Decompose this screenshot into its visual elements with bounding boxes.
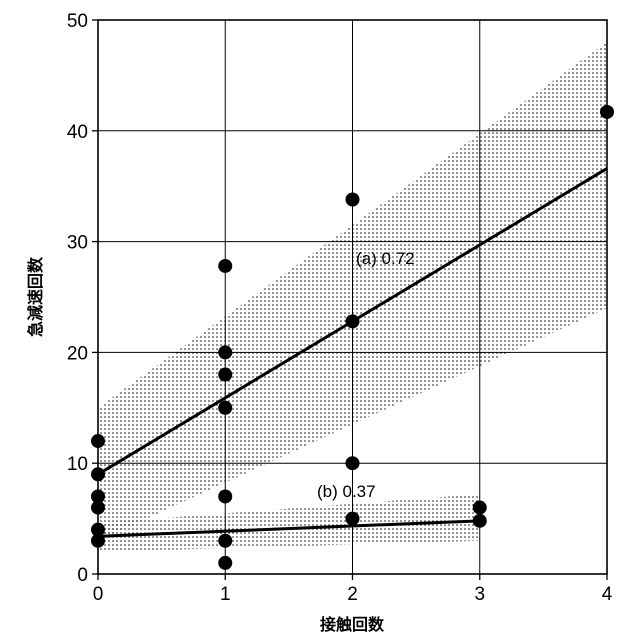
y-axis-label: 急減速回数 — [26, 256, 45, 337]
data-point — [346, 456, 360, 470]
data-point — [218, 259, 232, 273]
y-tick-label: 40 — [67, 122, 88, 143]
data-point — [346, 192, 360, 206]
x-tick-label: 1 — [220, 584, 231, 605]
y-tick-label: 10 — [67, 454, 88, 475]
annotation-a: (a) 0.72 — [356, 249, 415, 268]
x-tick-label: 3 — [474, 584, 485, 605]
annotation-b: (b) 0.37 — [317, 482, 376, 501]
data-point — [91, 501, 105, 515]
data-point — [218, 556, 232, 570]
x-tick-label: 0 — [93, 584, 104, 605]
data-point — [346, 512, 360, 526]
x-axis-label: 接触回数 — [320, 615, 385, 634]
data-point — [218, 368, 232, 382]
y-tick-label: 20 — [67, 343, 88, 364]
data-point — [473, 501, 487, 515]
y-tick-label: 0 — [77, 565, 88, 586]
x-tick-label: 2 — [347, 584, 358, 605]
x-tick-label: 4 — [602, 584, 613, 605]
data-point — [91, 534, 105, 548]
data-point — [218, 345, 232, 359]
data-point — [218, 534, 232, 548]
y-tick-label: 30 — [67, 233, 88, 254]
data-point — [473, 514, 487, 528]
data-point — [346, 314, 360, 328]
data-point — [91, 467, 105, 481]
data-point — [600, 105, 614, 119]
y-tick-label: 50 — [67, 11, 88, 32]
data-point — [218, 489, 232, 503]
data-point — [91, 434, 105, 448]
data-point — [218, 401, 232, 415]
